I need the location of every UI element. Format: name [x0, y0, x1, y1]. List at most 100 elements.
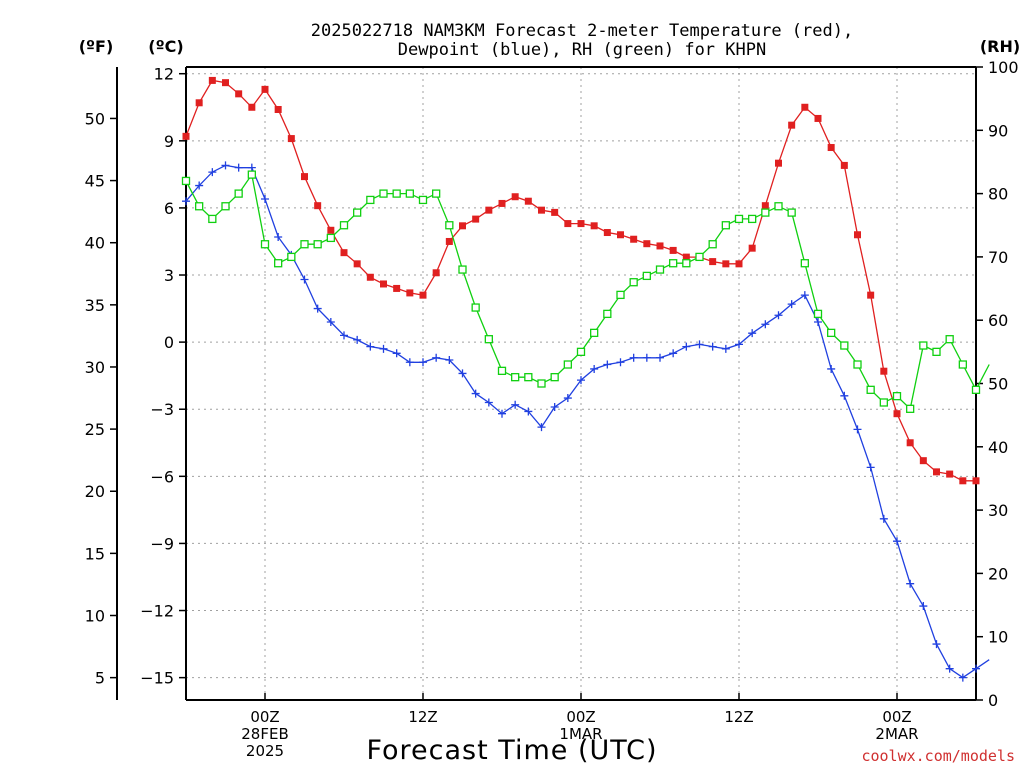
- dewpoint-point: [853, 425, 862, 434]
- dewpoint-point: [563, 394, 572, 403]
- x-tick-label: 28FEB: [241, 725, 288, 743]
- rh-point: [629, 278, 638, 287]
- temperature-point: [643, 240, 651, 248]
- temperature-point: [340, 249, 348, 257]
- dewpoint-point: [511, 400, 520, 409]
- rh-point: [181, 176, 191, 186]
- rh-tick-label: 90: [988, 121, 1008, 140]
- dewpoint-point: [721, 344, 730, 353]
- dewpoint-point: [629, 353, 638, 362]
- rh-point: [919, 341, 928, 350]
- dewpoint-point: [484, 398, 493, 407]
- rh-point: [392, 189, 401, 198]
- rh-point: [853, 360, 862, 369]
- temperature-point: [603, 229, 611, 237]
- rh-point: [682, 259, 691, 268]
- temperature-series: [182, 76, 980, 485]
- dewpoint-point: [972, 664, 980, 673]
- dewpoint-point: [524, 407, 533, 416]
- rh-point: [748, 214, 757, 224]
- dewpoint-point: [787, 300, 796, 309]
- temperature-point: [617, 231, 624, 239]
- celsius-tick-label: −6: [150, 467, 174, 486]
- rh-point: [445, 221, 454, 230]
- temperature-point: [761, 202, 769, 210]
- dewpoint-point: [208, 168, 217, 177]
- rh-point: [945, 335, 954, 344]
- rh-point: [563, 360, 572, 369]
- rh-point: [195, 202, 204, 211]
- temperature-point: [380, 280, 387, 288]
- rh-point: [695, 252, 704, 262]
- dewpoint-point: [577, 376, 585, 385]
- rh-tick-label: 60: [988, 311, 1008, 330]
- rh-point: [339, 221, 349, 230]
- rh-tick-label: 100: [988, 58, 1019, 77]
- rh-point: [774, 202, 783, 211]
- fahrenheit-tick-label: 5: [95, 669, 105, 688]
- dewpoint-point: [840, 391, 849, 400]
- dewpoint-point: [195, 181, 204, 190]
- rh-point: [721, 221, 730, 230]
- rh-point: [603, 309, 612, 319]
- celsius-axis-label: (ºC): [148, 37, 183, 56]
- dewpoint-point: [708, 342, 717, 351]
- temperature-point: [933, 468, 940, 476]
- dewpoint-point: [550, 402, 559, 411]
- rh-point: [221, 202, 230, 211]
- celsius-tick-label: 12: [154, 65, 174, 84]
- chart-title-line2: Dewpoint (blue), RH (green) for KHPN: [398, 40, 766, 60]
- rh-point: [642, 271, 651, 281]
- temperature-point: [946, 470, 954, 478]
- temperature-point: [314, 202, 322, 210]
- dewpoint-point: [919, 602, 928, 611]
- dewpoint-point: [866, 463, 875, 472]
- rh-point: [958, 360, 967, 369]
- dewpoint-point: [669, 349, 678, 358]
- rh-point: [787, 208, 796, 217]
- temperature-point: [419, 291, 427, 299]
- fahrenheit-tick-label: 35: [85, 296, 105, 315]
- rh-point: [761, 208, 770, 217]
- dewpoint-point: [392, 349, 401, 358]
- x-tick-label: 00Z: [566, 708, 595, 726]
- data-series: [181, 76, 990, 682]
- celsius-tick-label: −3: [150, 400, 174, 419]
- rh-point: [827, 328, 836, 338]
- rh-point: [471, 303, 480, 312]
- temperature-point: [669, 246, 677, 254]
- rh-point: [800, 259, 809, 268]
- rh-point: [497, 366, 507, 375]
- rh-tick-label: 20: [988, 564, 1008, 583]
- rh-tick-label: 0: [988, 691, 998, 710]
- axes: [110, 66, 983, 701]
- fahrenheit-axis-label: (ºF): [79, 37, 114, 56]
- temperature-point: [827, 144, 835, 152]
- temperature-point: [801, 103, 809, 111]
- dewpoint-point: [906, 579, 915, 588]
- celsius-tick-label: −15: [140, 669, 174, 688]
- rh-point: [550, 373, 559, 382]
- temperature-point: [867, 291, 875, 299]
- rh-point: [537, 379, 546, 388]
- celsius-tick-label: 6: [164, 199, 174, 218]
- temperature-point: [880, 367, 888, 375]
- dewpoint-point: [932, 640, 941, 649]
- dewpoint-point: [603, 360, 612, 369]
- rh-point: [669, 259, 678, 268]
- rh-point: [892, 392, 902, 401]
- rh-point: [405, 189, 414, 198]
- dewpoint-point: [642, 353, 651, 362]
- temperature-point: [353, 260, 361, 268]
- temperature-point: [748, 244, 756, 252]
- dewpoint-point: [247, 163, 256, 172]
- dewpoint-point: [419, 358, 427, 367]
- temperature-point: [406, 289, 414, 297]
- rh-point: [366, 195, 375, 205]
- rh-tick-label: 30: [988, 501, 1008, 520]
- temperature-point: [432, 269, 440, 277]
- fahrenheit-tick-label: 10: [85, 607, 105, 626]
- rh-point: [511, 373, 520, 382]
- dewpoint-point: [458, 369, 467, 378]
- rh-point: [866, 385, 875, 394]
